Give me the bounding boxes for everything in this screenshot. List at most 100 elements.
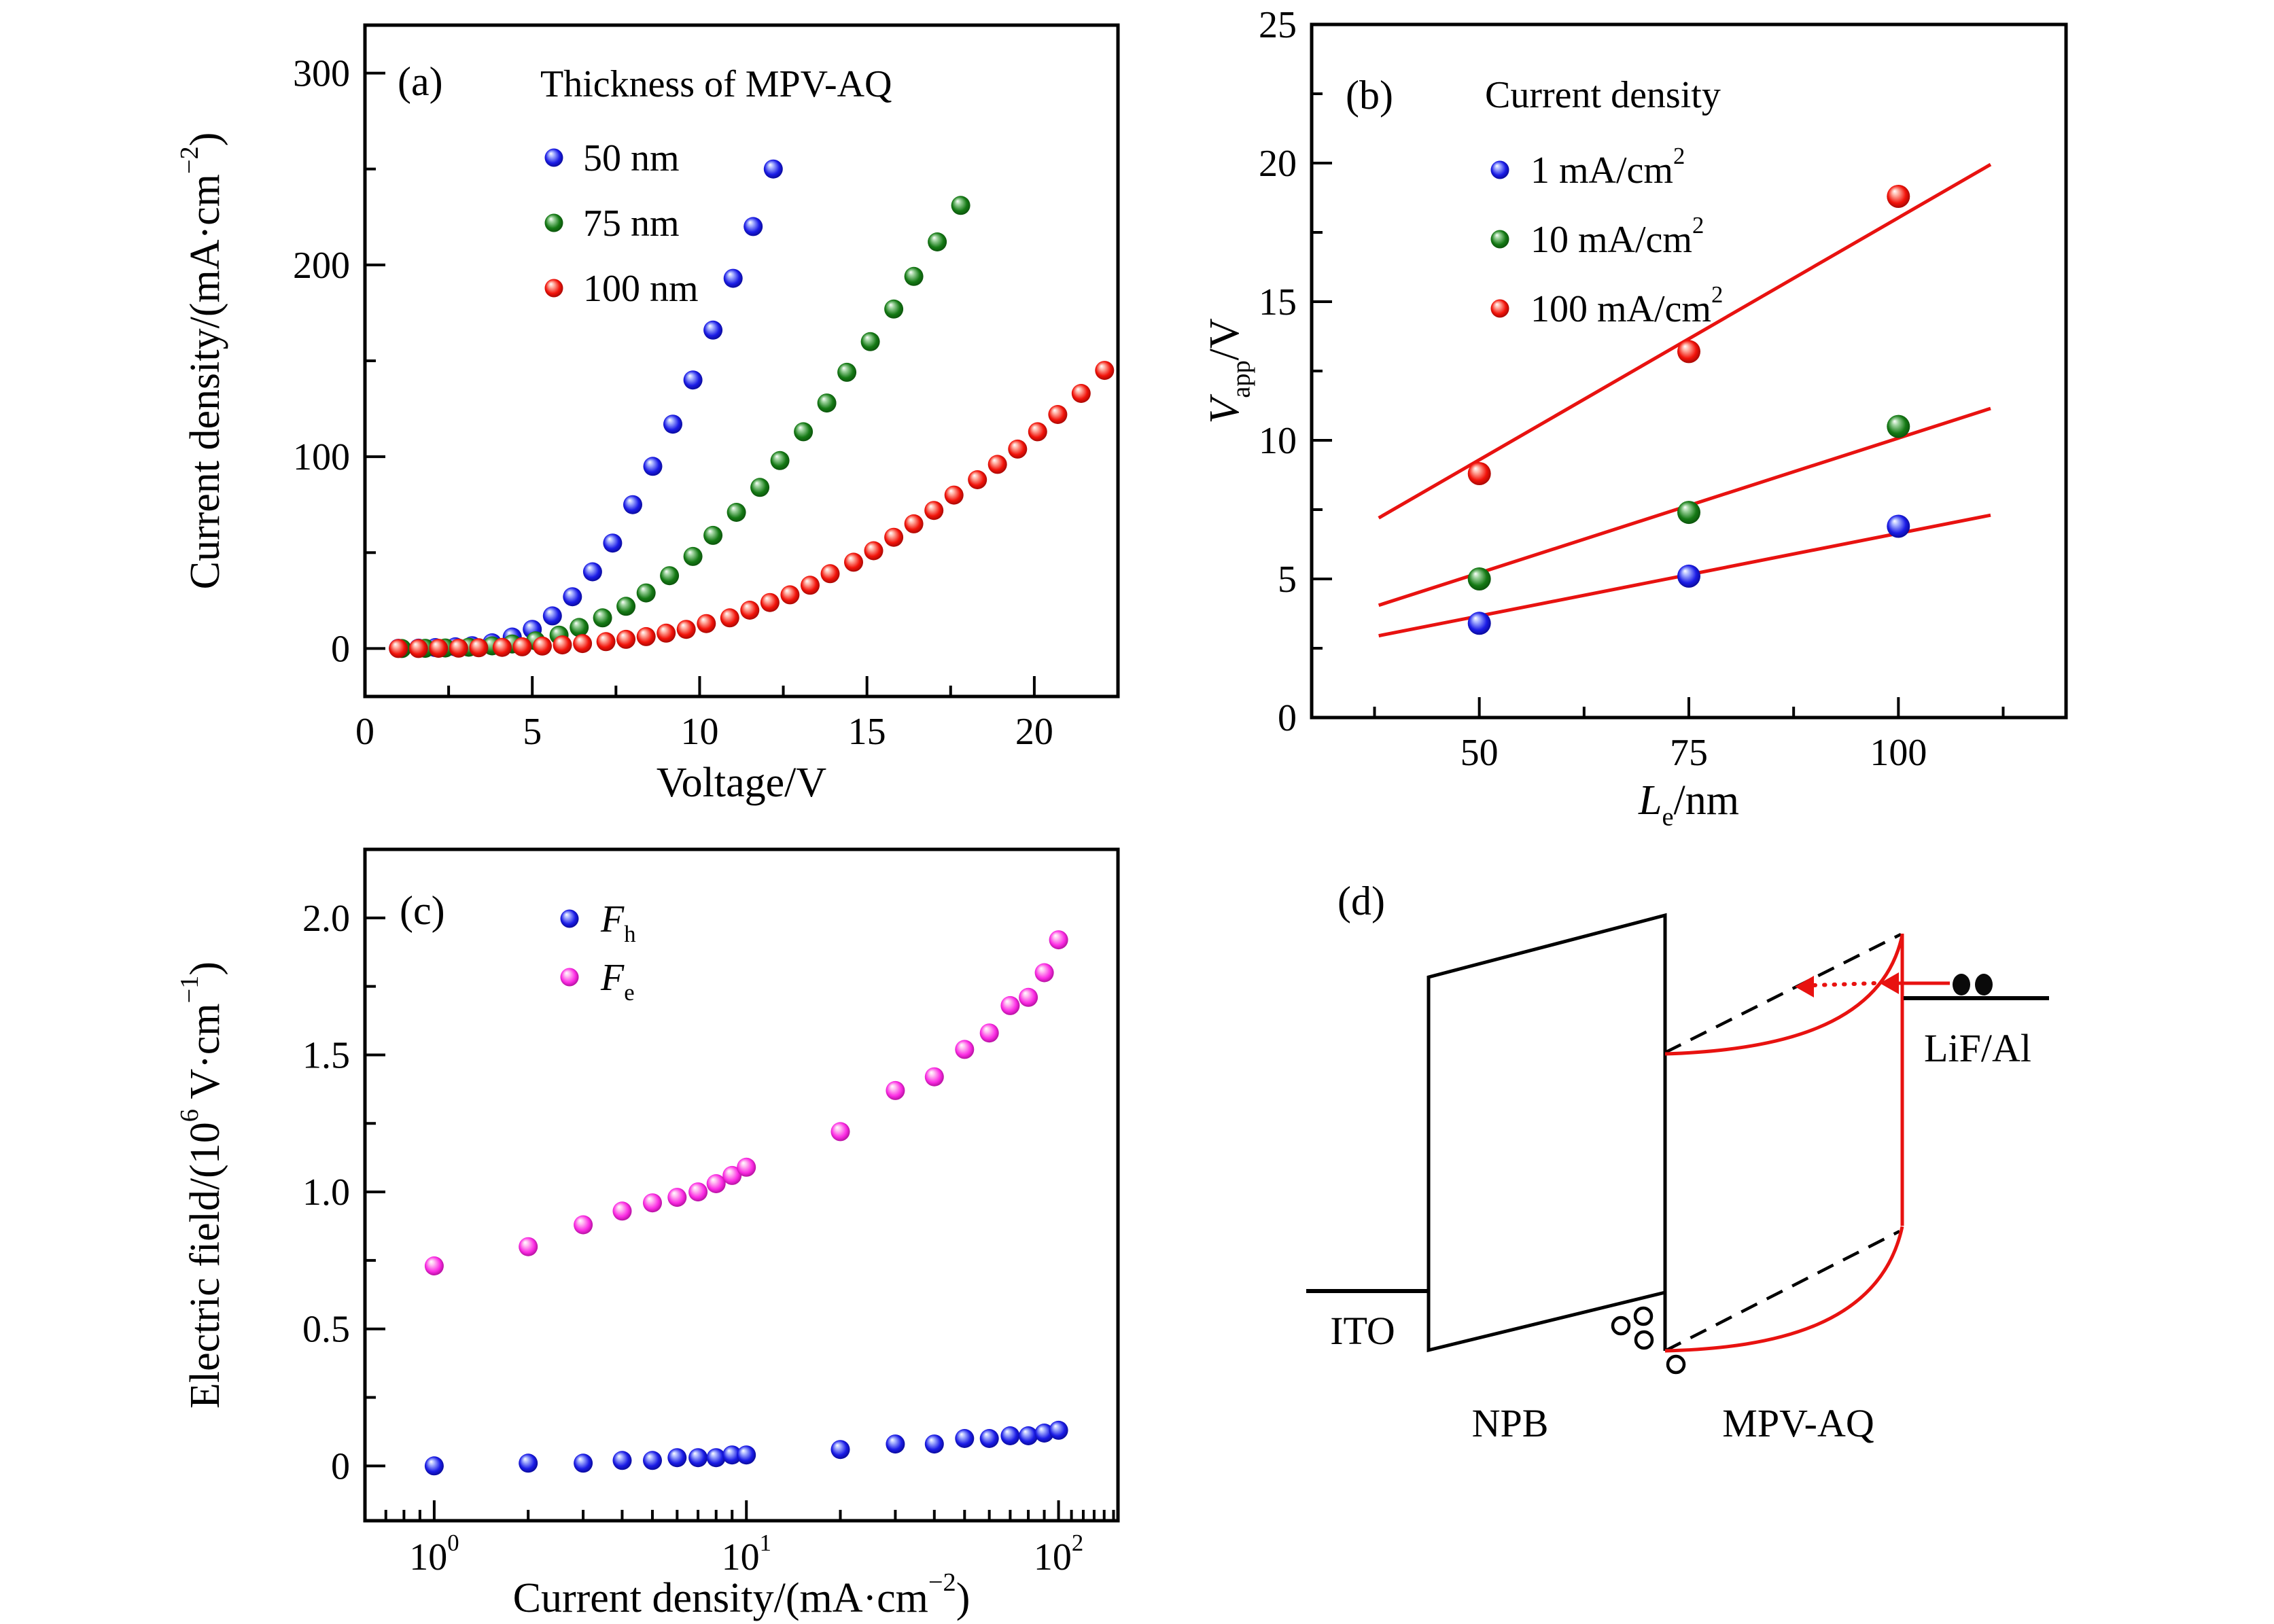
ytick-label-c: 1.5 <box>302 1034 350 1076</box>
data-point <box>1049 1420 1068 1440</box>
electron-injection-arrowhead-icon <box>1880 972 1899 994</box>
data-point <box>928 232 947 251</box>
data-point <box>1887 514 1910 538</box>
data-point <box>979 1429 999 1448</box>
xtick-label-b: 75 <box>1670 732 1708 774</box>
data-point <box>860 332 880 351</box>
panel-d: (d) ITO NPB MPV-AQ LiF/Al <box>1306 879 2049 1445</box>
data-point <box>683 370 703 390</box>
xtick-label-a: 0 <box>355 711 374 753</box>
data-point <box>1048 405 1068 424</box>
legend-marker <box>544 148 563 167</box>
data-point <box>884 299 904 319</box>
legend-title-a: Thickness of MPV-AQ <box>540 63 892 105</box>
hole-icon <box>1634 1330 1654 1350</box>
data-point <box>424 1456 444 1476</box>
data-point <box>663 414 682 434</box>
data-point <box>1019 1426 1038 1445</box>
data-point <box>794 422 814 442</box>
legend-title-b: Current density <box>1485 74 1721 116</box>
legend-label: 10 mA/cm2 <box>1530 212 1704 261</box>
data-point <box>817 393 837 413</box>
xaxis-label-b: Le/nm <box>1638 777 1739 832</box>
data-point <box>636 626 656 646</box>
data-point <box>770 451 790 470</box>
data-point <box>582 562 602 582</box>
axis-ticks-c <box>365 916 1115 1521</box>
data-point <box>987 455 1007 474</box>
data-point <box>744 217 763 236</box>
data-point <box>737 1157 756 1177</box>
data-point <box>643 1451 662 1470</box>
series-b-1-ma-cm- <box>1467 514 1910 635</box>
axis-ticks-a <box>364 71 1036 696</box>
ytick-label-b: 10 <box>1259 420 1297 462</box>
data-point <box>722 1445 742 1465</box>
data-point <box>1095 361 1115 381</box>
data-point <box>924 1434 944 1454</box>
npb-label: NPB <box>1472 1401 1549 1445</box>
data-point <box>596 632 616 652</box>
data-point <box>979 1023 999 1043</box>
data-point <box>429 639 449 658</box>
data-point <box>389 639 408 658</box>
data-point <box>574 1453 593 1473</box>
hole-icon <box>1633 1306 1654 1326</box>
data-point <box>763 159 783 179</box>
data-point <box>1677 340 1700 364</box>
data-point <box>1034 963 1054 983</box>
plot-frame-c <box>363 847 1120 1523</box>
data-point <box>703 525 723 545</box>
legend-marker <box>560 909 579 928</box>
data-point <box>623 495 642 514</box>
data-point <box>1034 1424 1054 1443</box>
lumo-bent-curve <box>1664 934 1904 1056</box>
series-c-fh <box>424 1420 1068 1476</box>
electron-icon <box>1953 974 1970 995</box>
mpv-aq-label: MPV-AQ <box>1722 1401 1874 1445</box>
data-point <box>1467 567 1491 590</box>
electron-drift-dotted-arrow <box>1811 981 1876 987</box>
data-point <box>740 601 760 620</box>
ytick-label-c: 0 <box>331 1445 350 1487</box>
data-point <box>968 470 987 489</box>
data-point <box>904 266 924 286</box>
data-point <box>1677 501 1700 525</box>
legend-marker <box>560 968 579 987</box>
xtick-label-a: 20 <box>1015 711 1053 753</box>
data-point <box>722 1165 742 1185</box>
xtick-label-b: 100 <box>1870 732 1927 774</box>
data-point <box>760 593 780 612</box>
data-point <box>512 637 532 656</box>
legend-marker <box>544 213 563 232</box>
data-point <box>408 639 428 658</box>
data-point <box>727 503 746 522</box>
ytick-label-b: 20 <box>1259 143 1297 185</box>
legend-label: Fh <box>600 898 636 947</box>
xtick-label-c: 101 <box>722 1530 771 1578</box>
data-point <box>1000 995 1020 1015</box>
legend-label: 50 nm <box>583 137 680 179</box>
data-point <box>904 514 924 533</box>
series-b-100-ma-cm- <box>1467 185 1910 485</box>
yaxis-label-b: Vapp/V <box>1202 318 1256 424</box>
ito-label: ITO <box>1330 1309 1395 1353</box>
electron-icon <box>1975 974 1993 995</box>
xtick-label-a: 5 <box>523 711 542 753</box>
panel-tag-b: (b) <box>1346 73 1393 118</box>
ytick-label-a: 300 <box>293 53 350 95</box>
homo-flat-dashed-line <box>1664 1229 1901 1353</box>
yaxis-label-a: Current density/(mA·cm−2) <box>175 133 228 590</box>
xtick-label-c: 102 <box>1034 1530 1083 1578</box>
data-point <box>683 546 703 566</box>
lumo-flat-dashed-line <box>1664 932 1902 1055</box>
data-point <box>519 1237 538 1256</box>
data-point <box>955 1040 975 1059</box>
data-point <box>955 1429 975 1448</box>
legend-label: Fe <box>600 957 635 1006</box>
data-point <box>1019 987 1038 1007</box>
ytick-label-c: 2.0 <box>302 898 350 940</box>
npb-band-parallelogram <box>1427 913 1667 1353</box>
